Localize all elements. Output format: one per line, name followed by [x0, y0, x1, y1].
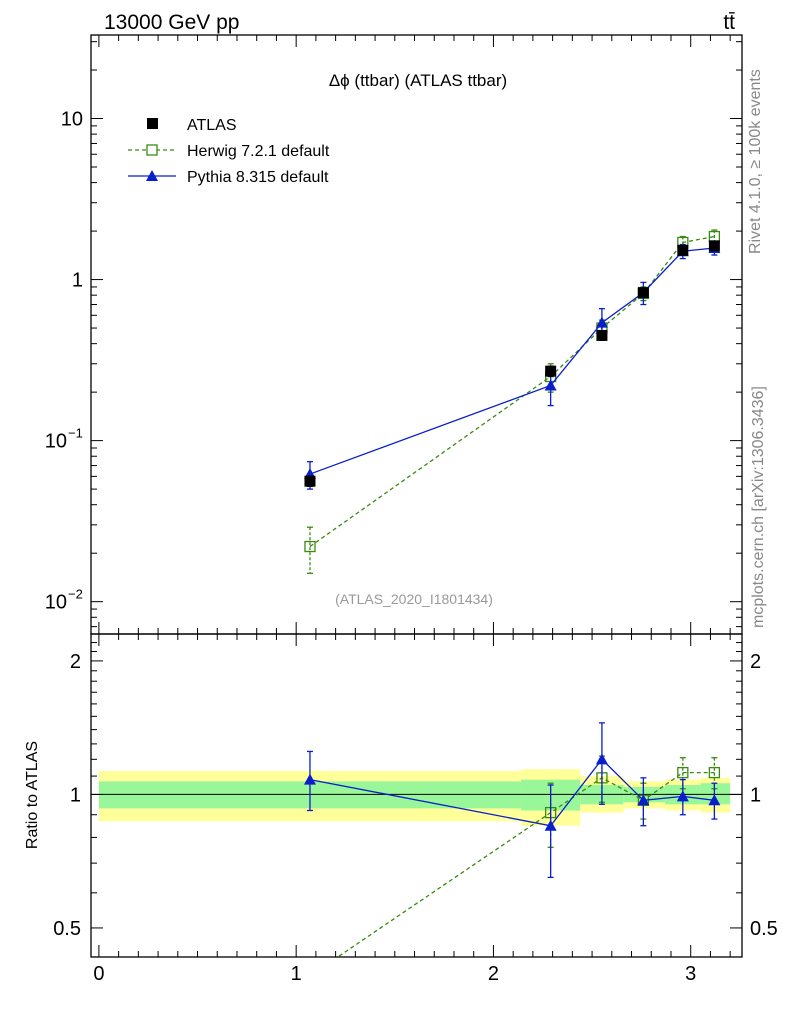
- main-ytick-exponent-2: −1: [68, 426, 83, 441]
- main-herwig-line: [309, 235, 715, 548]
- legend-entry-herwig: Herwig 7.2.1 default: [128, 143, 330, 160]
- ratio-ytick-label-left-2: 0.5: [53, 918, 81, 940]
- legend-entry-pythia: Pythia 8.315 default: [128, 169, 329, 186]
- legend-label-herwig: Herwig 7.2.1 default: [187, 143, 330, 160]
- main-herwig-point-5: [708, 230, 721, 243]
- rivet-version-label: Rivet 4.1.0, ≥ 100k events: [747, 69, 764, 254]
- energy-label: 13000 GeV pp: [104, 11, 239, 34]
- ratio-pythia-point-1: [544, 819, 557, 831]
- ratio-pythia-line: [309, 758, 715, 827]
- main-data-point-5: [708, 240, 720, 252]
- ratio-pythia-point-4: [676, 790, 689, 802]
- legend-marker-herwig: [146, 144, 158, 156]
- main-pythia-line: [309, 247, 715, 475]
- main-ytick-label-2: 10: [45, 431, 67, 453]
- ratio-xtick-label-3: 3: [685, 963, 696, 985]
- process-label: tt̄: [723, 11, 735, 34]
- main-pythia-point-1: [544, 379, 557, 391]
- ratio-y-axis-label: Ratio to ATLAS: [24, 741, 41, 849]
- ratio-panel: 2 2 1 1 0.5 0.5 0 1 2 3: [53, 633, 778, 985]
- mcplots-label: mcplots.cern.ch [arXiv:1306.3436]: [750, 386, 767, 628]
- ratio-ytick-label-left-0: 2: [70, 651, 81, 673]
- analysis-watermark: (ATLAS_2020_I1801434): [335, 591, 493, 607]
- main-pythia-point-2: [595, 316, 608, 328]
- main-data-point-3: [637, 287, 649, 299]
- ratio-ytick-label-right-1: 1: [750, 784, 761, 806]
- main-ytick-exponent-3: −2: [68, 587, 83, 602]
- ratio-pythia-point-5: [708, 794, 721, 806]
- legend-label-atlas: ATLAS: [187, 117, 237, 134]
- legend-marker-atlas: [147, 118, 158, 129]
- ratio-pythia-point-3: [637, 794, 650, 806]
- legend-entry-atlas: ATLAS: [147, 117, 237, 134]
- main-ytick-label-1: 1: [72, 270, 83, 292]
- main-ytick-label-0: 10: [61, 109, 83, 131]
- ratio-xtick-label-2: 2: [488, 963, 499, 985]
- plot-title: Δϕ (ttbar) (ATLAS ttbar): [329, 71, 507, 90]
- main-data-point-1: [545, 365, 557, 377]
- main-data-point-0: [304, 475, 316, 487]
- legend: ATLAS Herwig 7.2.1 default Pythia 8.315 …: [128, 117, 330, 186]
- ratio-ytick-label-left-1: 1: [70, 784, 81, 806]
- legend-label-pythia: Pythia 8.315 default: [187, 169, 329, 186]
- main-data-point-4: [677, 244, 689, 256]
- main-herwig-point-0: [304, 540, 316, 553]
- ratio-ytick-label-right-0: 2: [750, 651, 761, 673]
- ratio-xtick-label-0: 0: [93, 963, 104, 985]
- legend-marker-pythia: [146, 170, 158, 181]
- ratio-herwig-point-4: [677, 766, 689, 779]
- ratio-xtick-label-1: 1: [291, 963, 302, 985]
- ratio-frame: [90, 633, 743, 958]
- ratio-ytick-label-right-2: 0.5: [750, 918, 778, 940]
- ratio-pythia-point-2: [595, 753, 608, 765]
- ratio-herwig-point-5: [708, 766, 721, 779]
- main-ytick-label-3: 10: [45, 592, 67, 614]
- ratio-pythia-point-0: [303, 773, 316, 785]
- main-data-point-2: [596, 329, 608, 341]
